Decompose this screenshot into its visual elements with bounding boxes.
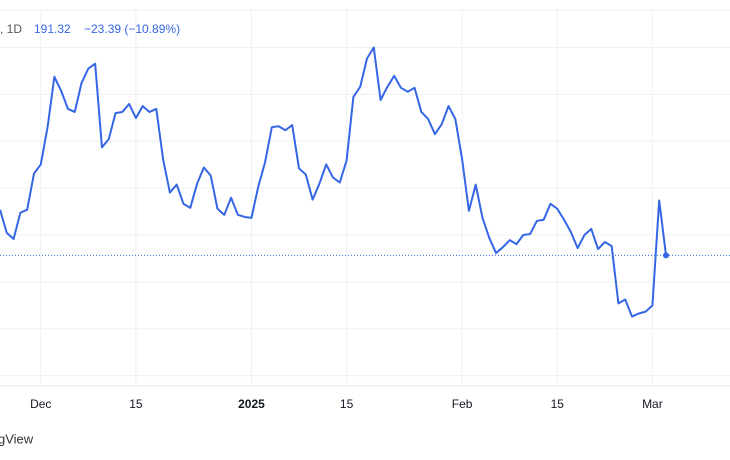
interval: , 1D — [0, 22, 22, 36]
x-tick-label: 15 — [129, 397, 143, 411]
last-point — [663, 252, 669, 259]
price-line-series — [0, 46, 667, 318]
x-tick-label: Mar — [642, 397, 663, 411]
change: −23.39 (−10.89%) — [84, 22, 180, 36]
last-price: 191.32 — [34, 22, 71, 36]
x-tick-label: Dec — [30, 397, 51, 411]
watermark: gView — [0, 431, 34, 446]
x-tick-label: 15 — [551, 397, 565, 411]
x-tick-label: 15 — [340, 397, 354, 411]
x-tick-label: Feb — [452, 397, 473, 411]
x-tick-label: 2025 — [238, 397, 265, 411]
